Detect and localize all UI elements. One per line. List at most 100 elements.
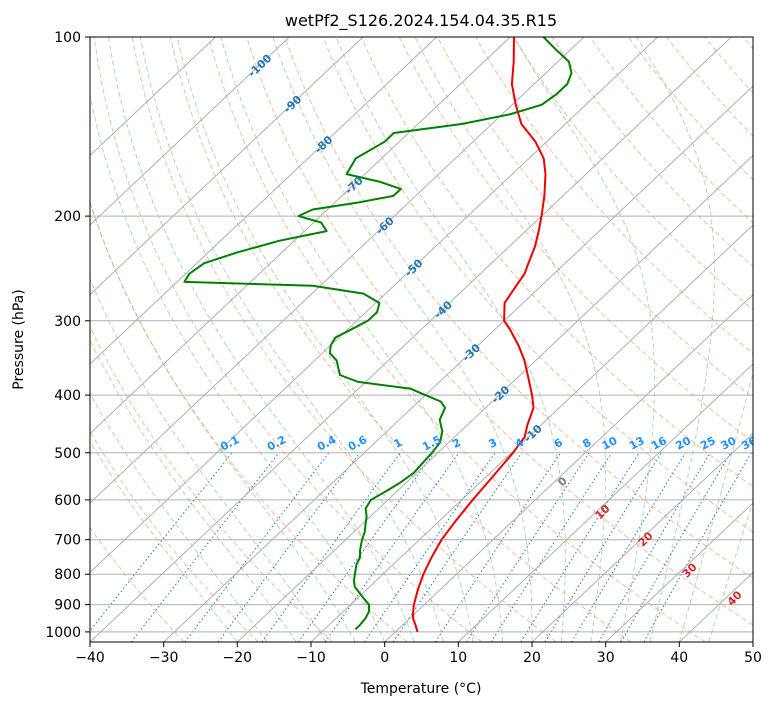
x-axis: −40 −30 −20 −10 0 10 20 30 40 50 xyxy=(75,642,762,666)
isotherm-line xyxy=(310,224,753,642)
dry-adiabat-line xyxy=(131,37,557,642)
isotherm-line xyxy=(457,363,753,642)
isotherm-line xyxy=(605,502,753,642)
moist-adiabat-line xyxy=(90,277,327,642)
x-tick-label: −10 xyxy=(296,650,326,666)
y-tick-label: 900 xyxy=(54,598,81,614)
y-tick-label: 200 xyxy=(54,209,81,225)
mixing-ratio-label: 25 xyxy=(698,434,718,453)
isobar-grid xyxy=(90,37,753,633)
isotherm-line xyxy=(90,37,437,365)
mixing-ratio-line xyxy=(261,452,401,642)
isotherm-line xyxy=(90,37,732,642)
moist-adiabat-line xyxy=(636,37,716,642)
moist-adiabat-line xyxy=(108,37,415,642)
mixing-ratio-line xyxy=(465,452,590,642)
y-tick-label: 400 xyxy=(54,388,81,404)
moist-adiabat-line xyxy=(708,500,753,642)
dry-adiabat-line xyxy=(208,37,706,642)
x-tick-label: 0 xyxy=(380,650,389,666)
dry-adiabat-line xyxy=(90,201,408,642)
x-tick-label: 10 xyxy=(449,650,467,666)
x-tick-label: 30 xyxy=(597,650,615,666)
mixing-ratio-line xyxy=(297,452,435,642)
y-tick-label: 500 xyxy=(54,446,81,462)
mixing-ratio-label: 36 xyxy=(739,434,759,453)
mixing-ratio-label: 20 xyxy=(673,434,693,453)
mixing-ratio-line xyxy=(184,452,330,642)
dry-adiabat-line xyxy=(513,37,753,311)
y-tick-label: 1000 xyxy=(45,625,81,641)
y-tick-label: 100 xyxy=(54,30,81,46)
moist-adiabat-line xyxy=(513,37,656,642)
moist-adiabat-line xyxy=(90,92,386,642)
dry-adiabat-line xyxy=(90,526,185,642)
isotherm-grid xyxy=(90,37,753,642)
mixing-ratio-line xyxy=(520,452,640,642)
dry-adiabat-line xyxy=(93,37,483,642)
dry-adiabat-line xyxy=(627,37,753,181)
x-axis-label: Temperature (°C) xyxy=(360,681,482,697)
y-tick-label: 700 xyxy=(54,533,81,549)
mixing-ratio-line xyxy=(363,452,496,642)
dry-adiabat-line xyxy=(246,37,753,626)
mixing-ratio-line xyxy=(643,452,752,642)
isotherm-line xyxy=(384,293,753,642)
mixing-ratio-line xyxy=(620,452,732,642)
y-axis: 100 200 300 400 500 600 700 800 900 1000 xyxy=(45,30,90,641)
temperature-profile-line xyxy=(412,37,547,633)
x-tick-label: −20 xyxy=(223,650,253,666)
moist-adiabats xyxy=(90,37,753,642)
y-tick-label: 600 xyxy=(54,493,81,509)
dry-adiabat-line xyxy=(322,37,753,533)
dry-adiabat-line xyxy=(170,37,632,642)
moist-adiabat-line xyxy=(335,37,566,642)
isotherm-line xyxy=(90,37,658,574)
dry-adiabat-line xyxy=(284,37,753,579)
dewpoint-profile-line xyxy=(183,37,573,631)
isotherm-line xyxy=(236,154,753,642)
isotherm-line xyxy=(531,432,753,642)
moist-adiabat-line xyxy=(176,37,474,642)
y-tick-label: 300 xyxy=(54,314,81,330)
x-tick-label: −30 xyxy=(149,650,179,666)
mixing-ratio-line xyxy=(434,452,562,642)
chart-title: wetPf2_S126.2024.154.04.35.R15 xyxy=(285,11,557,31)
moist-adiabat-line xyxy=(90,392,268,642)
isotherm-line xyxy=(90,37,511,435)
moist-adiabat-line xyxy=(678,370,753,642)
isotherm-line xyxy=(90,37,216,157)
isotherm-line xyxy=(90,37,364,296)
dry-adiabat-line xyxy=(90,325,334,642)
dry-adiabat-line xyxy=(475,37,753,355)
mixing-ratio-label: 10 xyxy=(600,434,620,453)
isotherm-line xyxy=(90,37,290,226)
profiles xyxy=(183,37,573,633)
isotherm-line xyxy=(90,37,585,504)
y-tick-label: 800 xyxy=(54,567,81,583)
mixing-ratio-label: 16 xyxy=(649,434,669,453)
x-tick-label: 40 xyxy=(670,650,688,666)
mixing-ratio-line xyxy=(490,452,613,642)
moist-adiabat-line xyxy=(272,37,533,642)
isotherm-line xyxy=(752,641,753,642)
plot-frame xyxy=(89,36,754,643)
isotherm-line xyxy=(163,85,753,642)
mixing-ratio-label: 30 xyxy=(719,434,739,453)
moist-adiabat-line xyxy=(90,201,356,642)
mixing-ratio-line xyxy=(324,452,460,642)
dry-adiabat-line xyxy=(437,37,753,399)
dry-adiabat-line xyxy=(589,37,753,224)
dry-adiabat-line xyxy=(398,37,753,443)
x-tick-label: −40 xyxy=(75,650,105,666)
moist-adiabat-line xyxy=(90,440,238,642)
dry-adiabats xyxy=(90,37,753,642)
y-axis-label: Pressure (hPa) xyxy=(11,289,27,389)
dry-adiabat-line xyxy=(360,37,753,488)
x-tick-label: 20 xyxy=(523,650,541,666)
moist-adiabat-line xyxy=(90,339,297,642)
moist-adiabat-line xyxy=(139,37,445,642)
dry-adiabat-line xyxy=(90,430,259,642)
x-tick-label: 50 xyxy=(744,650,762,666)
